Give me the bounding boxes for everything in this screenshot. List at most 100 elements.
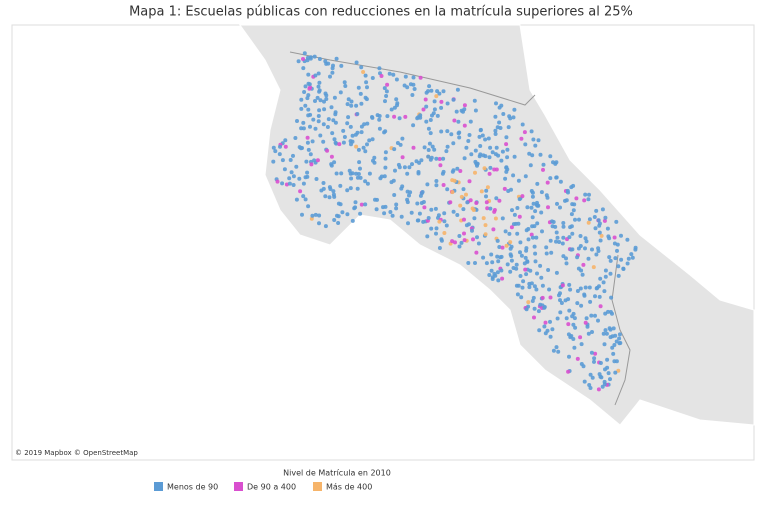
school-point xyxy=(391,72,396,77)
school-point xyxy=(451,97,456,102)
school-point xyxy=(464,145,469,150)
school-point xyxy=(429,88,434,93)
school-point xyxy=(312,158,317,163)
school-point xyxy=(405,85,410,90)
school-point xyxy=(605,365,610,370)
school-point xyxy=(422,205,427,210)
school-point xyxy=(361,70,366,74)
school-point xyxy=(453,240,457,245)
school-point xyxy=(341,140,346,145)
school-point xyxy=(317,57,322,61)
school-point xyxy=(472,216,477,221)
school-point xyxy=(586,197,591,202)
school-point xyxy=(566,297,571,302)
school-point xyxy=(350,218,355,223)
school-point xyxy=(299,106,304,111)
school-point xyxy=(305,140,310,145)
school-point xyxy=(445,101,450,106)
school-point xyxy=(618,341,623,345)
school-point xyxy=(294,197,299,202)
school-point xyxy=(462,123,467,128)
school-point xyxy=(397,116,402,121)
school-point xyxy=(502,186,507,191)
school-point xyxy=(417,211,422,216)
school-point xyxy=(306,93,311,98)
school-point xyxy=(287,181,292,186)
school-point xyxy=(370,115,374,119)
school-point xyxy=(614,339,619,344)
school-point xyxy=(516,178,521,183)
school-point xyxy=(334,56,339,61)
school-point xyxy=(326,117,331,122)
school-point xyxy=(522,130,527,135)
school-point xyxy=(280,158,285,163)
school-point xyxy=(303,103,308,108)
school-point xyxy=(455,213,460,217)
school-point xyxy=(520,194,525,199)
school-point xyxy=(315,95,320,100)
school-point xyxy=(432,99,437,104)
school-point xyxy=(551,160,555,165)
school-point xyxy=(353,200,358,205)
school-point xyxy=(520,122,525,127)
school-point xyxy=(301,181,306,186)
school-point xyxy=(561,221,566,225)
school-point xyxy=(575,356,580,361)
school-point xyxy=(625,261,630,266)
school-point xyxy=(355,186,360,191)
school-point xyxy=(501,112,506,116)
school-point xyxy=(542,324,547,329)
school-point xyxy=(283,138,288,143)
school-point xyxy=(602,382,607,387)
school-point xyxy=(486,136,491,141)
school-point xyxy=(452,118,457,123)
school-point xyxy=(598,276,603,281)
school-point xyxy=(523,142,528,147)
school-point xyxy=(311,117,316,122)
school-point xyxy=(593,226,598,231)
school-point xyxy=(458,203,463,208)
school-point xyxy=(316,114,321,118)
school-point xyxy=(611,326,616,331)
school-point xyxy=(289,170,294,175)
school-point xyxy=(535,221,540,226)
school-point xyxy=(359,202,364,207)
school-point xyxy=(504,135,509,140)
school-point xyxy=(316,71,321,76)
school-point xyxy=(617,336,622,341)
school-point xyxy=(410,162,414,167)
school-point xyxy=(457,234,462,238)
school-point xyxy=(467,133,472,137)
school-point xyxy=(291,174,296,179)
school-point xyxy=(356,147,361,152)
school-point xyxy=(551,220,556,224)
school-point xyxy=(572,316,577,321)
school-point xyxy=(346,97,351,102)
school-point xyxy=(539,275,544,280)
school-point xyxy=(349,103,354,108)
school-point xyxy=(330,70,335,75)
school-point xyxy=(592,359,596,364)
school-point xyxy=(333,120,338,125)
school-point xyxy=(439,105,444,110)
school-point xyxy=(498,126,503,130)
school-point xyxy=(271,145,276,150)
school-point xyxy=(331,189,336,194)
school-point xyxy=(454,109,459,114)
school-point xyxy=(548,238,553,243)
school-point xyxy=(492,167,497,172)
school-point xyxy=(403,114,408,119)
school-point xyxy=(504,169,509,174)
school-point xyxy=(500,276,505,281)
school-point xyxy=(494,145,499,150)
school-point xyxy=(315,158,320,163)
school-point xyxy=(508,252,513,257)
school-point xyxy=(533,209,538,214)
school-point xyxy=(330,131,335,136)
school-point xyxy=(611,351,616,356)
school-point xyxy=(329,154,334,159)
school-point xyxy=(405,171,410,176)
school-point xyxy=(395,141,400,145)
school-point xyxy=(408,190,413,195)
school-point xyxy=(430,144,435,149)
